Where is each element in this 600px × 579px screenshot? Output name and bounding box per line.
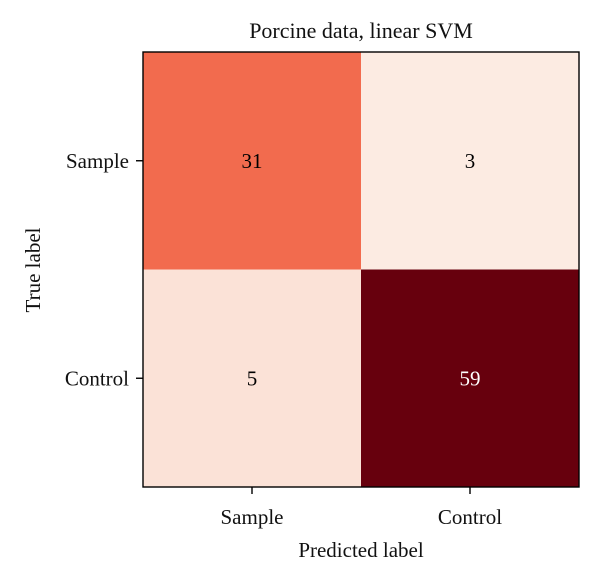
- x-axis-label: Predicted label: [298, 538, 424, 562]
- heatmap-cell-0-1: [361, 52, 579, 270]
- heatmap-cells: [143, 52, 579, 487]
- y-tick-group: Sample Control: [65, 149, 143, 390]
- x-tick-label-0: Sample: [221, 505, 284, 529]
- cell-value-label-1-0: 5: [247, 366, 258, 390]
- heatmap-cell-1-0: [143, 269, 361, 487]
- x-tick-label-1: Control: [438, 505, 502, 529]
- plot-frame: [142, 51, 580, 488]
- x-tick-group: Sample Control: [221, 487, 502, 529]
- cell-value-label-0-1: 3: [465, 149, 476, 173]
- cell-value-label-1-1: 59: [460, 366, 481, 390]
- heatmap-cell-1-1: [361, 269, 579, 487]
- y-tick-label-0: Sample: [66, 149, 129, 173]
- heatmap-cell-0-0: [143, 52, 361, 270]
- y-tick-label-1: Control: [65, 366, 129, 390]
- cell-value-label-0-0: 31: [242, 149, 263, 173]
- y-axis-label: True label: [21, 227, 45, 312]
- cell-value-labels: 31 3 5 59: [242, 149, 481, 391]
- chart-title: Porcine data, linear SVM: [249, 18, 473, 43]
